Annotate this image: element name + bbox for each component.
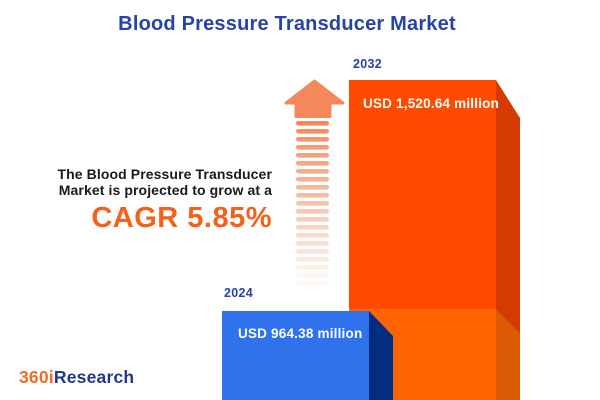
- description-line-1: The Blood Pressure Transducer: [57, 166, 272, 182]
- logo-part-research: Research: [53, 367, 135, 387]
- bar-2024-value-label: USD 964.38 million: [238, 326, 363, 341]
- bar-2032-value-label: USD 1,520.64 million: [363, 96, 500, 111]
- description-line-2: Market is projected to grow at a: [58, 182, 272, 198]
- bar-2032-year-label: 2032: [353, 57, 383, 71]
- growth-description: The Blood Pressure Transducer Market is …: [0, 166, 272, 235]
- logo-part-360i: 360i: [19, 367, 54, 387]
- cagr-value: CAGR 5.85%: [91, 202, 272, 234]
- bar-2024-year-label: 2024: [224, 286, 254, 300]
- bar-2032-base-side: [496, 309, 520, 400]
- page-title: Blood Pressure Transducer Market: [118, 13, 456, 35]
- company-logo: 360iResearch: [19, 367, 134, 388]
- growth-arrow-dashes-icon: [296, 121, 329, 286]
- bar-2024-face: [222, 311, 369, 400]
- bar-2024-side: [369, 311, 393, 400]
- growth-arrow-head-icon: [284, 79, 345, 118]
